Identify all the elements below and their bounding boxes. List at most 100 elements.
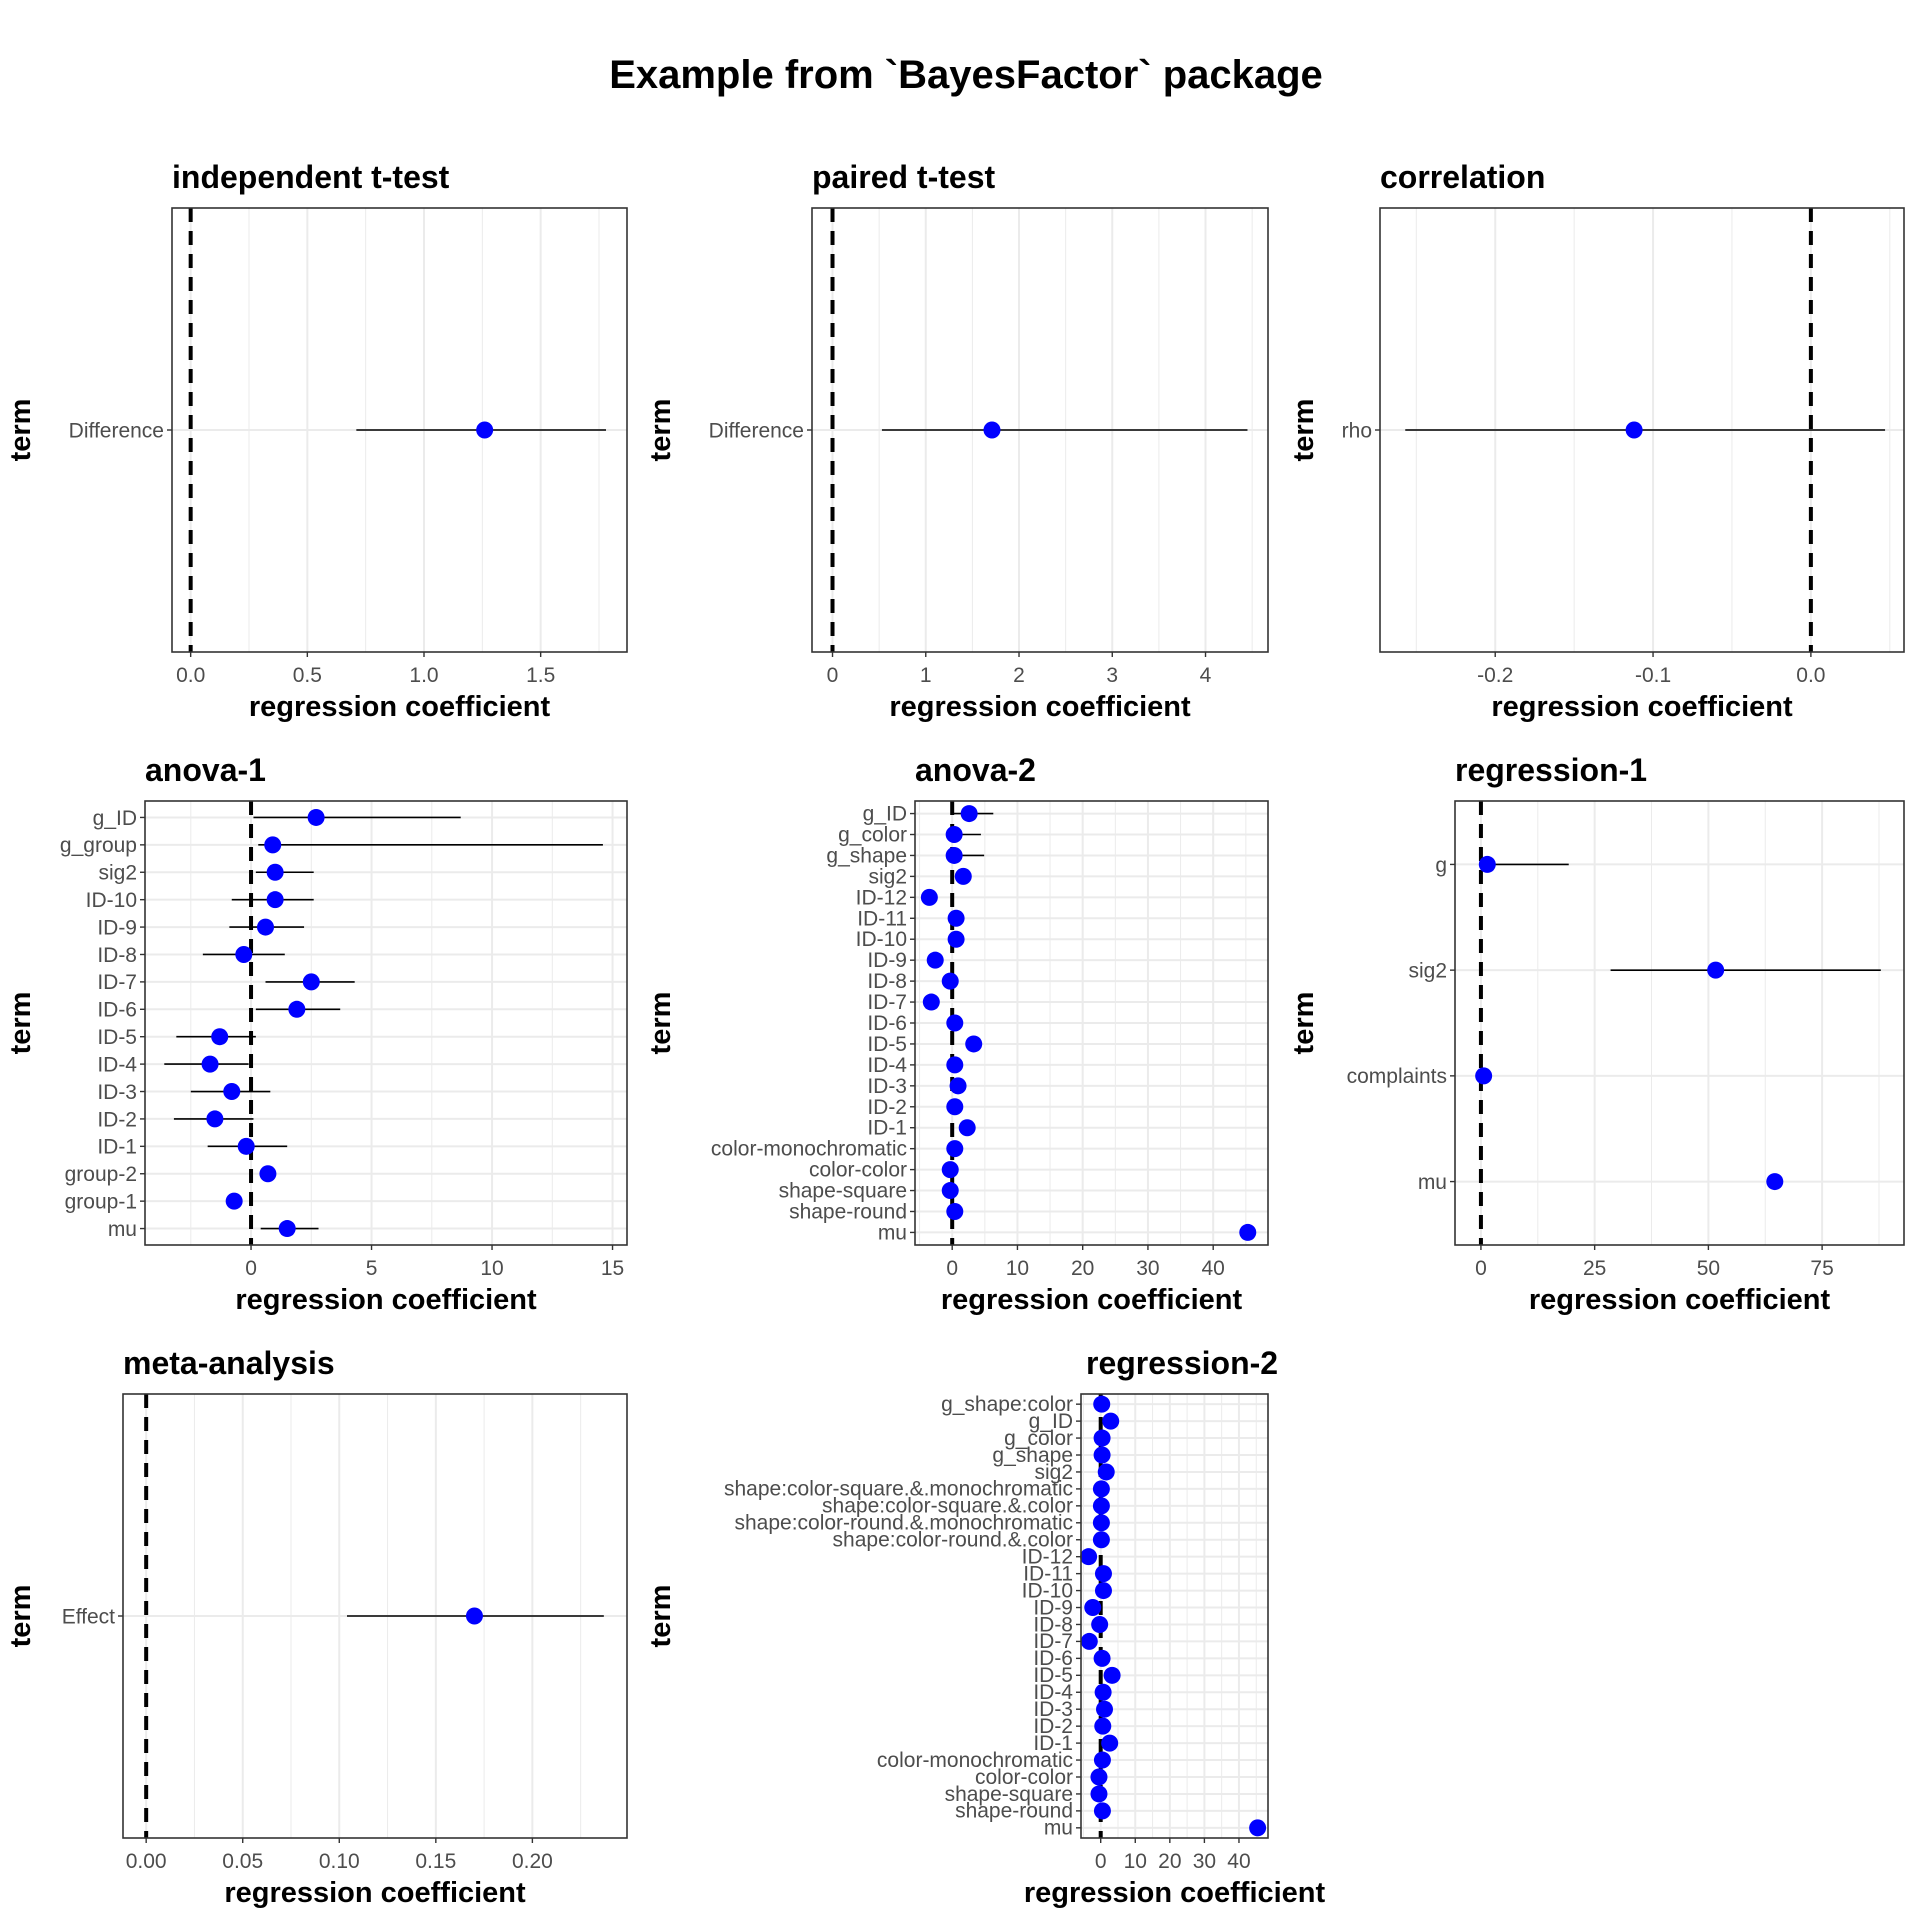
x-tick-label: 1.5: [526, 664, 555, 687]
point-ID-4: [201, 1055, 219, 1073]
x-tick-label: 3: [1106, 664, 1118, 687]
point-ID-1: [237, 1137, 255, 1155]
y-tick-label: sig2: [1034, 1461, 1073, 1484]
x-axis-title: regression coefficient: [1491, 691, 1793, 723]
point-ID-12: [1080, 1548, 1098, 1566]
point-mu: [278, 1220, 296, 1238]
panel-title: regression-2: [1086, 1345, 1278, 1381]
point-ID-12: [920, 888, 938, 906]
x-tick-label: -0.2: [1477, 664, 1513, 687]
panel-title: anova-2: [915, 752, 1036, 788]
y-tick-label: ID-4: [97, 1053, 137, 1076]
x-axis-title: regression coefficient: [235, 1284, 537, 1316]
point-ID-1: [958, 1119, 976, 1137]
point-shape-square: [941, 1182, 959, 1200]
point-g_color: [945, 826, 963, 844]
point-ID-8: [941, 972, 959, 990]
y-tick-label: ID-11: [857, 907, 907, 930]
point-ID-10: [1094, 1582, 1112, 1600]
x-tick-label: 30: [1136, 1257, 1159, 1280]
point-g_group: [264, 836, 282, 854]
point-group-1: [225, 1192, 243, 1210]
y-tick-label: shape:color-round.&.monochromatic: [734, 1512, 1073, 1535]
point-ID-5: [211, 1028, 229, 1046]
y-tick-label: g_group: [60, 834, 137, 857]
y-tick-label: ID-3: [1033, 1698, 1073, 1721]
y-tick-label: ID-2: [1033, 1715, 1073, 1738]
point-color-color: [1090, 1768, 1108, 1786]
point-mu: [1766, 1173, 1784, 1191]
point-shape-square: [1090, 1785, 1108, 1803]
y-tick-label: g: [1435, 854, 1447, 877]
point-Effect: [465, 1607, 483, 1625]
x-tick-label: 20: [1158, 1850, 1181, 1873]
y-tick-label: Effect: [62, 1605, 115, 1628]
panel-border: [1454, 800, 1905, 1246]
y-tick-label: g_shape: [826, 844, 907, 867]
y-tick-label: shape-square: [945, 1783, 1073, 1806]
y-tick-label: shape:color-square.&.monochromatic: [724, 1478, 1073, 1501]
panel-1: Difference 0.0 0.5 1.0 1.5 regression coeffic…: [5, 159, 628, 723]
point-shape:color-square.&.monochromatic: [1092, 1480, 1110, 1498]
x-tick-label: 0: [946, 1257, 958, 1280]
point-ID-6: [1093, 1649, 1111, 1667]
y-tick-label: ID-6: [867, 1012, 907, 1035]
y-tick-label: complaints: [1347, 1065, 1447, 1088]
point-ID-2: [946, 1098, 964, 1116]
y-tick-label: color-color: [975, 1766, 1073, 1789]
y-tick-label: g_shape: [992, 1444, 1073, 1467]
x-tick-label: 1: [920, 664, 932, 687]
y-axis-title: term: [645, 1585, 677, 1648]
panel-title: independent t-test: [172, 159, 450, 195]
y-tick-label: ID-9: [867, 949, 907, 972]
x-tick-label: 10: [1124, 1850, 1147, 1873]
y-tick-label: ID-5: [867, 1033, 907, 1056]
point-shape-round: [946, 1202, 964, 1220]
x-tick-label: 40: [1202, 1257, 1225, 1280]
point-Difference: [983, 421, 1001, 439]
y-tick-label: ID-12: [1022, 1546, 1073, 1569]
y-tick-label: ID-11: [1023, 1562, 1073, 1585]
point-ID-7: [922, 993, 940, 1011]
point-ID-4: [946, 1056, 964, 1074]
y-tick-label: ID-5: [1033, 1664, 1073, 1687]
plot-area: [145, 801, 627, 1245]
y-tick-label: ID-1: [1033, 1732, 1073, 1755]
point-g_color: [1093, 1429, 1111, 1447]
point-g_shape: [1093, 1446, 1111, 1464]
x-axis-title: regression coefficient: [941, 1284, 1243, 1316]
point-complaints: [1475, 1067, 1493, 1085]
y-tick-label: ID-8: [867, 970, 907, 993]
x-tick-label: 20: [1071, 1257, 1094, 1280]
y-tick-label: ID-4: [867, 1054, 907, 1077]
y-tick-label: ID-7: [1033, 1630, 1073, 1653]
point-ID-9: [1084, 1599, 1102, 1617]
y-tick-label: ID-8: [97, 944, 137, 967]
y-tick-label: ID-10: [856, 928, 907, 951]
y-axis-title: term: [645, 992, 677, 1055]
x-axis-title: regression coefficient: [889, 691, 1191, 723]
point-g_ID: [1102, 1412, 1120, 1430]
y-tick-label: color-monochromatic: [711, 1138, 907, 1161]
point-group-2: [259, 1165, 277, 1183]
x-tick-label: 0: [1095, 1850, 1107, 1873]
point-shape-round: [1093, 1802, 1111, 1820]
x-tick-label: 15: [601, 1257, 624, 1280]
figure-title: Example from `BayesFactor` package: [609, 53, 1323, 97]
x-tick-label: 2: [1013, 664, 1025, 687]
x-tick-label: 0.0: [1796, 664, 1825, 687]
x-axis-title: regression coefficient: [249, 691, 551, 723]
x-tick-label: 25: [1583, 1257, 1606, 1280]
point-g: [1478, 855, 1496, 873]
y-tick-label: g_ID: [863, 803, 907, 826]
y-tick-label: ID-1: [867, 1117, 907, 1140]
x-axis-title: regression coefficient: [1529, 1284, 1831, 1316]
y-tick-label: color-monochromatic: [877, 1749, 1073, 1772]
y-tick-label: Difference: [69, 419, 164, 442]
panels: Difference 0.0 0.5 1.0 1.5 regression coeffic…: [5, 159, 1905, 1909]
point-shape:color-square.&.color: [1092, 1497, 1110, 1515]
point-mu: [1239, 1223, 1257, 1241]
panel-4: g_IDg_groupsig2ID-10ID-9ID-8ID-7ID-6ID-5…: [5, 752, 628, 1316]
